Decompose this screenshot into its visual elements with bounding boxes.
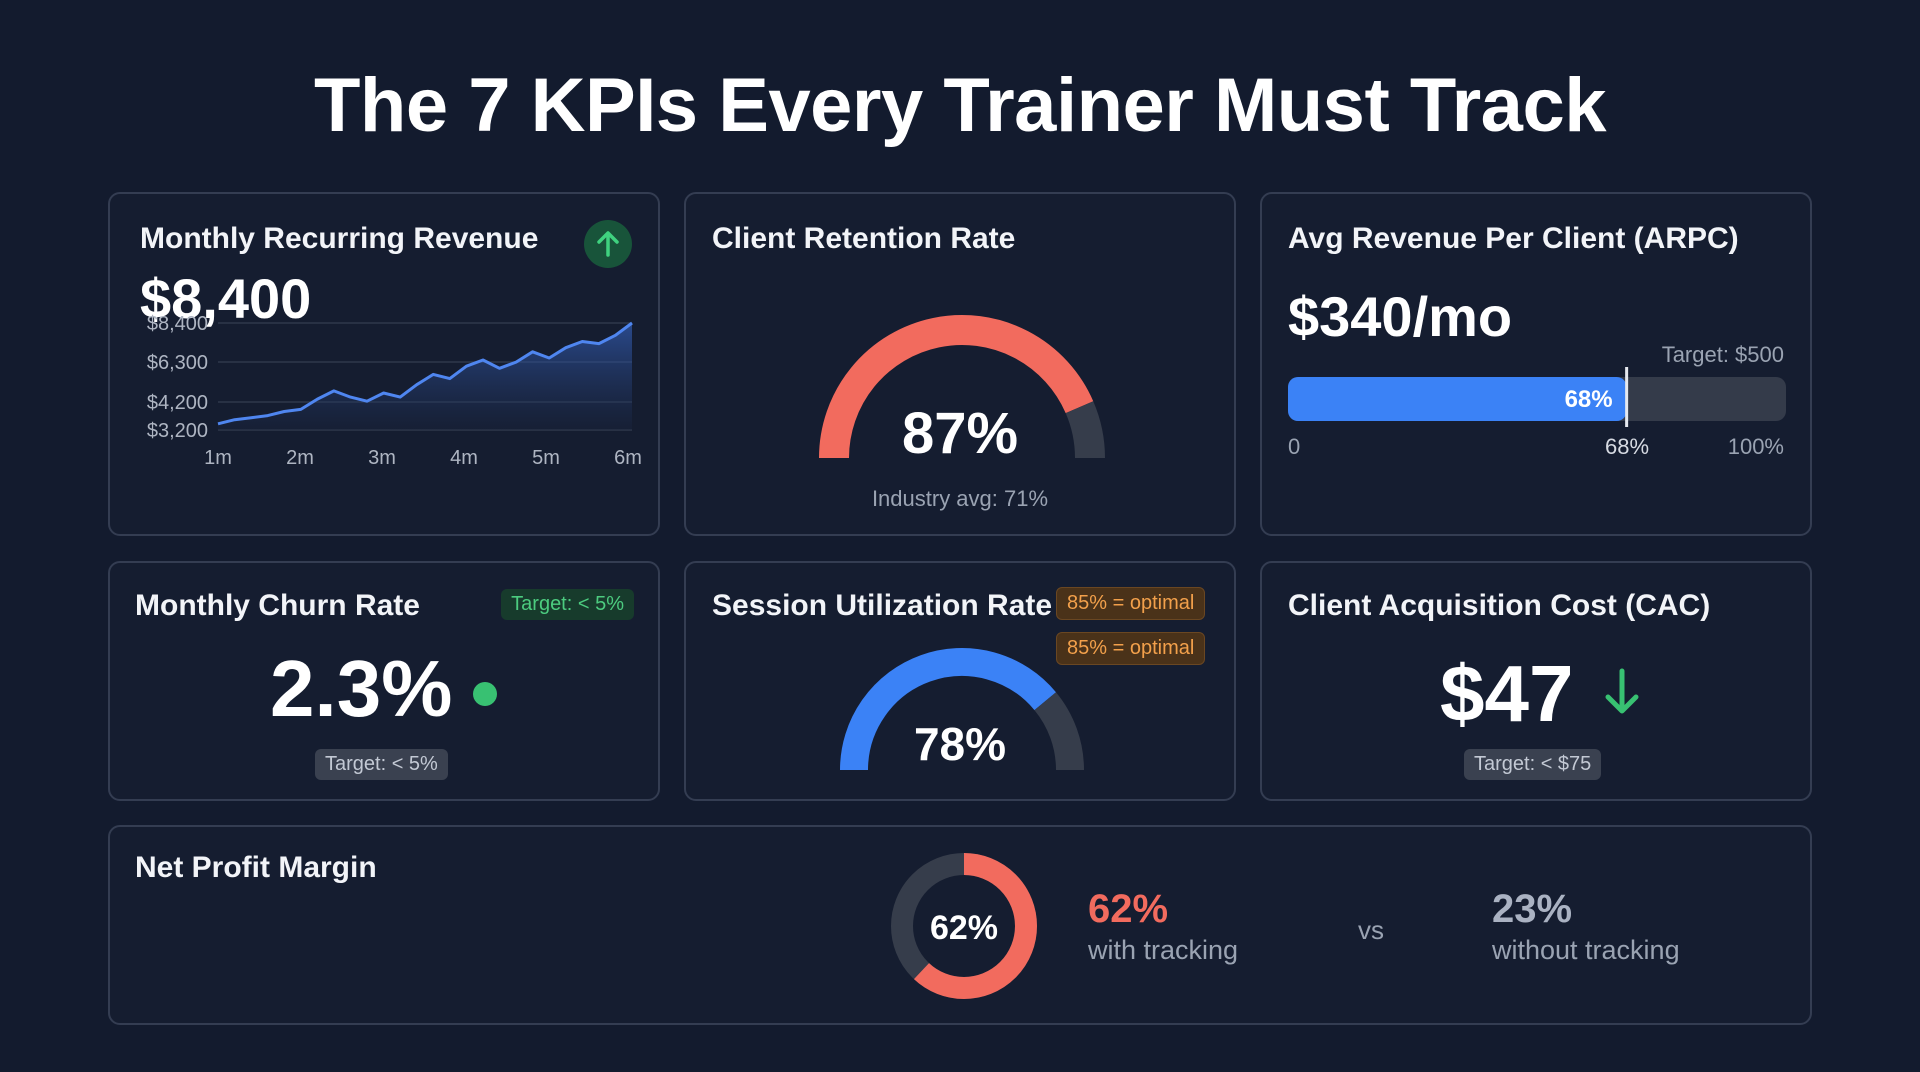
npm-with-value: 62% (1088, 887, 1169, 931)
retention-arc-track (1065, 401, 1105, 459)
utilization-arc-value (840, 648, 1056, 771)
churn-title: Monthly Churn Rate (135, 589, 420, 622)
churn-target-badge: Target: < 5% (501, 589, 634, 620)
npm-donut-value (891, 853, 1037, 999)
mrr-card: Monthly Recurring Revenue $8,400 $8,400 $… (108, 192, 660, 536)
status-dot-icon (473, 682, 497, 706)
optimal-badge-1: 85% = optimal (1056, 587, 1206, 620)
churn-card: Monthly Churn Rate Target: < 5% 2.3% Tar… (108, 561, 660, 801)
retention-note: Industry avg: 71% (871, 486, 1049, 511)
x-tick-label: 1m (204, 447, 232, 469)
arpc-bar-label: 68% (1565, 386, 1613, 413)
arrow-down-icon (1602, 667, 1642, 717)
npm-vs: vs (1358, 915, 1384, 945)
optimal-badge-2: 85% = optimal (1056, 632, 1206, 665)
arpc-target: Target: $500 (1661, 342, 1784, 367)
npm-with-label: with tracking (1088, 935, 1239, 965)
retention-arc-value (819, 315, 1094, 459)
arrow-up-icon (584, 220, 632, 268)
utilization-gauge (840, 648, 1084, 771)
x-tick-label: 3m (368, 447, 396, 469)
mrr-area-chart: $8,400 $6,300 $4,200 $3,200 1m 2m 3m 4m 5m 6m (147, 313, 642, 469)
mrr-series-line (217, 321, 633, 426)
arpc-axis-end: 100% (1727, 434, 1784, 459)
y-tick-label: $3,200 (147, 420, 208, 442)
arpc-axis-start: 0 (1288, 434, 1301, 459)
retention-card: Client Retention Rate 87% Industry avg: … (684, 192, 1236, 536)
churn-target: Target: < 5% (315, 749, 448, 780)
npm-donut-label: 62% (929, 909, 999, 947)
arpc-progress-bar: 68% (1288, 367, 1786, 427)
npm-without-label: without tracking (1492, 935, 1680, 965)
npm-without-value: 23% (1492, 887, 1573, 931)
x-tick-label: 5m (532, 447, 560, 469)
x-tick-label: 6m (614, 447, 642, 469)
x-tick-label: 2m (286, 447, 314, 469)
cac-title: Client Acquisition Cost (CAC) (1288, 589, 1711, 622)
mrr-area-fill (218, 323, 632, 430)
utilization-arc-track (1034, 692, 1084, 771)
cac-value: $47 (1440, 649, 1574, 738)
y-tick-label: $8,400 (147, 313, 208, 335)
arpc-axis-mark: 68% (1605, 434, 1650, 459)
utilization-value: 78% (913, 718, 1007, 770)
npm-donut-chart (891, 853, 1037, 999)
npm-card: Net Profit Margin 62% 62% with tracking … (108, 825, 1812, 1025)
arpc-bar-fill (1288, 377, 1627, 421)
retention-gauge (819, 315, 1105, 459)
retention-value: 87% (901, 401, 1019, 466)
mrr-title: Monthly Recurring Revenue (140, 222, 539, 255)
arpc-title: Avg Revenue Per Client (ARPC) (1288, 222, 1739, 255)
retention-title: Client Retention Rate (712, 222, 1016, 255)
npm-title: Net Profit Margin (135, 851, 377, 884)
cac-target: Target: < $75 (1464, 749, 1602, 780)
utilization-title: Session Utilization Rate (712, 589, 1053, 622)
y-tick-label: $4,200 (147, 392, 208, 414)
page-title: The 7 KPIs Every Trainer Must Track (314, 63, 1606, 148)
arpc-value: $340/mo (1288, 285, 1513, 348)
utilization-card: Session Utilization Rate 85% = optimal 8… (684, 561, 1236, 801)
churn-value: 2.3% (270, 644, 453, 733)
x-tick-label: 4m (450, 447, 478, 469)
cac-card: Client Acquisition Cost (CAC) $47 Target… (1260, 561, 1812, 801)
y-tick-label: $6,300 (147, 352, 208, 374)
arpc-card: Avg Revenue Per Client (ARPC) $340/mo Ta… (1260, 192, 1812, 536)
mrr-value: $8,400 (140, 267, 312, 330)
